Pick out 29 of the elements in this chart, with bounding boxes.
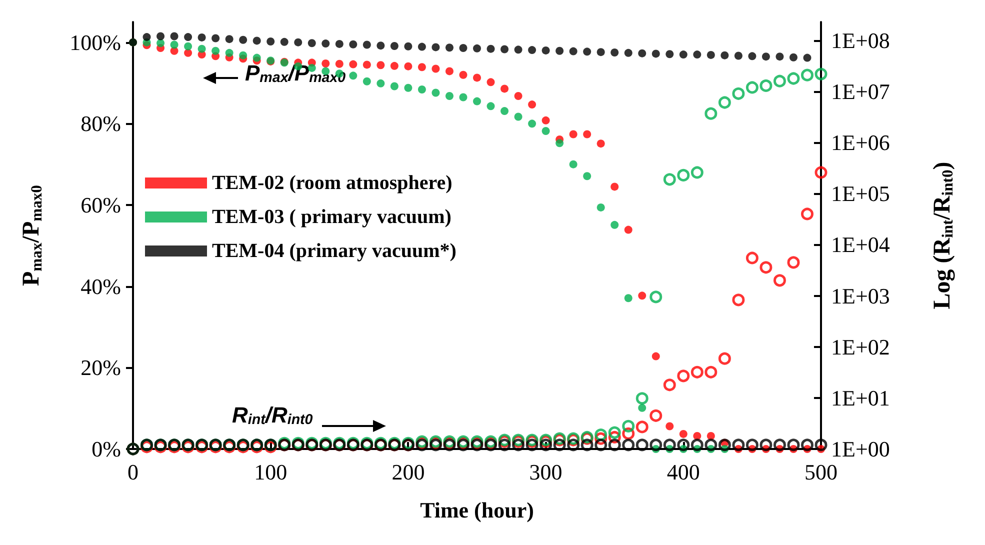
y-tick-label: 80% <box>80 111 121 136</box>
y2-tick-label: 1E+00 <box>831 436 890 462</box>
y-tick-label: 20% <box>80 355 121 380</box>
legend-label: TEM-02 (room atmosphere) <box>212 172 452 194</box>
y-axis-title: Pmax/Pmax0 <box>18 184 46 286</box>
x-tick-label: 400 <box>666 460 700 484</box>
y2-tick-label: 1E+06 <box>831 130 890 156</box>
y2-axis-title: Log (Rint/Rint0) <box>929 162 956 310</box>
y2-tick-label: 1E+08 <box>831 28 890 53</box>
x-axis-title: Time (hour) <box>420 498 534 522</box>
y-tick-label: 40% <box>80 274 121 299</box>
y2-tick-label: 1E+07 <box>831 79 890 104</box>
annotation: Rint/Rint0 <box>232 402 313 428</box>
y-tick-label: 60% <box>80 192 121 218</box>
x-tick-label: 100 <box>254 460 288 484</box>
x-tick-label: 300 <box>529 460 562 484</box>
x-tick-label: 200 <box>392 460 425 484</box>
legend-label: TEM-04 (primary vacuum*) <box>212 240 456 262</box>
legend-label: TEM-03 ( primary vacuum) <box>212 206 452 228</box>
y2-tick-label: 1E+02 <box>831 334 890 360</box>
y-tick-label: 0% <box>92 436 121 462</box>
y2-tick-label: 1E+03 <box>831 283 890 308</box>
x-tick-label: 500 <box>804 460 838 484</box>
annotation: Pmax/Pmax0 <box>245 60 346 86</box>
y2-tick-label: 1E+05 <box>831 181 890 206</box>
y-tick-label: 100% <box>70 30 121 55</box>
y2-tick-label: 1E+01 <box>831 385 890 410</box>
y2-tick-label: 1E+04 <box>831 232 890 258</box>
x-tick-label: 0 <box>128 460 138 484</box>
